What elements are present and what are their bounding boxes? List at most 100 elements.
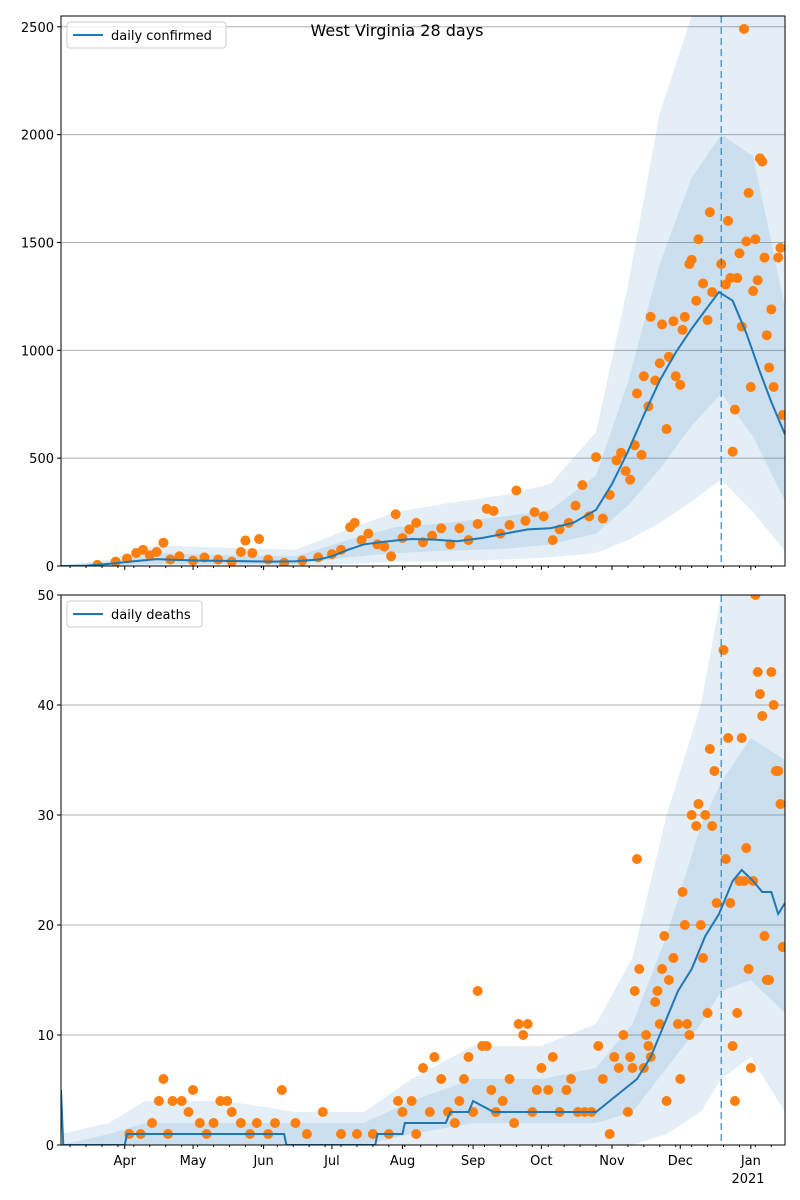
deaths-observed-point: [424, 1107, 435, 1117]
deaths-observed-point: [208, 1118, 219, 1128]
deaths-observed-point: [226, 1107, 237, 1117]
confirmed-observed-point: [454, 523, 465, 534]
deaths-y-tick-label: 20: [37, 919, 54, 934]
confirmed-observed-point: [151, 546, 162, 557]
deaths-observed-point: [659, 931, 670, 941]
x-tick-label: Dec: [668, 1154, 693, 1169]
confirmed-observed-point: [675, 379, 686, 390]
deaths-y-tick-label: 40: [37, 699, 54, 714]
deaths-observed-point: [436, 1074, 447, 1084]
confirmed-observed-point: [704, 207, 715, 218]
deaths-observed-point: [458, 1074, 469, 1084]
deaths-observed-point: [743, 964, 754, 974]
confirmed-observed-point: [110, 556, 121, 566]
deaths-observed-point: [718, 645, 729, 655]
deaths-observed-point: [618, 1030, 629, 1040]
confirmed-observed-point: [636, 449, 647, 460]
deaths-observed-point: [351, 1129, 362, 1139]
deaths-plot-area: [61, 595, 785, 1145]
confirmed-observed-point: [729, 404, 740, 415]
confirmed-observed-point: [670, 371, 681, 382]
deaths-legend: daily deaths: [66, 600, 203, 628]
deaths-axes-frame: [60, 594, 786, 1146]
confirmed-observed-point: [645, 311, 656, 322]
deaths-observed-point: [773, 766, 784, 776]
deaths-observed-point: [317, 1107, 328, 1117]
deaths-observed-point: [709, 766, 720, 776]
confirmed-observed-point: [349, 517, 360, 528]
deaths-observed-point: [367, 1129, 378, 1139]
confirmed-observed-point: [529, 507, 540, 518]
confirmed-observed-point: [174, 551, 185, 562]
confirmed-observed-point: [775, 242, 785, 253]
deaths-observed-point: [418, 1063, 428, 1073]
deaths-observed-point: [472, 986, 483, 996]
confirmed-observed-point: [773, 252, 784, 263]
confirmed-observed-point: [577, 480, 588, 491]
deaths-observed-point: [675, 1074, 686, 1084]
confirmed-observed-point: [732, 273, 743, 284]
deaths-observed-point: [443, 1107, 454, 1117]
confirmed-observed-point: [752, 275, 763, 286]
deaths-observed-point: [757, 711, 768, 721]
confirmed-observed-point: [263, 554, 274, 565]
confirmed-observed-point: [768, 381, 779, 392]
confirmed-observed-point: [654, 358, 665, 369]
deaths-observed-point: [622, 1107, 633, 1117]
x-tick-label: Jun: [252, 1154, 273, 1169]
confirmed-observed-point: [748, 286, 759, 296]
deaths-observed-point: [702, 1008, 713, 1018]
confirmed-observed-point: [538, 511, 549, 522]
deaths-observed-point: [668, 953, 679, 963]
confirmed-observed-point: [213, 554, 224, 565]
confirmed-outer-interval-band: [61, 16, 785, 566]
confirmed-observed-point: [668, 316, 679, 327]
confirmed-observed-point: [741, 236, 752, 247]
x-tick-label: Sep: [461, 1154, 486, 1169]
deaths-observed-point: [158, 1074, 169, 1084]
deaths-observed-point: [732, 1008, 743, 1018]
confirmed-observed-point: [764, 362, 775, 373]
daily-confirmed-panel: 0 500 1000 1500 2000 2500 daily confirmed: [21, 15, 786, 575]
confirmed-axes-frame: [60, 15, 786, 567]
deaths-observed-point: [270, 1118, 281, 1128]
deaths-observed-point: [167, 1096, 178, 1106]
deaths-observed-point: [768, 700, 779, 710]
deaths-observed-point: [593, 1041, 604, 1051]
deaths-observed-point: [723, 733, 734, 743]
confirmed-observed-point: [750, 234, 761, 245]
confirmed-observed-point: [411, 517, 422, 528]
deaths-observed-point: [745, 1063, 756, 1073]
deaths-observed-point: [276, 1085, 287, 1095]
confirmed-observed-point: [743, 187, 754, 198]
confirmed-observed-point: [766, 304, 777, 315]
x-tick-label: Oct: [530, 1154, 552, 1169]
deaths-observed-point: [752, 667, 763, 677]
confirmed-legend: daily confirmed: [66, 21, 227, 49]
deaths-observed-point: [711, 898, 722, 908]
deaths-observed-point: [682, 1019, 693, 1029]
deaths-observed-point: [522, 1019, 533, 1029]
confirmed-observed-point: [137, 544, 148, 555]
confirmed-observed-point: [725, 273, 736, 284]
deaths-observed-point: [650, 997, 661, 1007]
deaths-observed-point: [663, 975, 674, 985]
deaths-observed-point: [290, 1118, 301, 1128]
deaths-observed-point: [486, 1085, 497, 1095]
confirmed-observed-point: [397, 532, 408, 543]
deaths-observed-point: [147, 1118, 158, 1128]
deaths-observed-point: [775, 799, 785, 809]
deaths-observed-point: [531, 1085, 542, 1095]
deaths-observed-point: [397, 1107, 408, 1117]
x-tick-label: Jan: [740, 1154, 761, 1169]
confirmed-observed-point: [727, 446, 738, 457]
deaths-observed-point: [707, 821, 718, 831]
deaths-observed-point: [727, 1041, 738, 1051]
deaths-observed-point: [720, 854, 731, 864]
confirmed-observed-point: [504, 520, 515, 531]
deaths-observed-point: [406, 1096, 417, 1106]
deaths-observed-point: [561, 1085, 572, 1095]
confirmed-observed-point: [657, 319, 668, 330]
